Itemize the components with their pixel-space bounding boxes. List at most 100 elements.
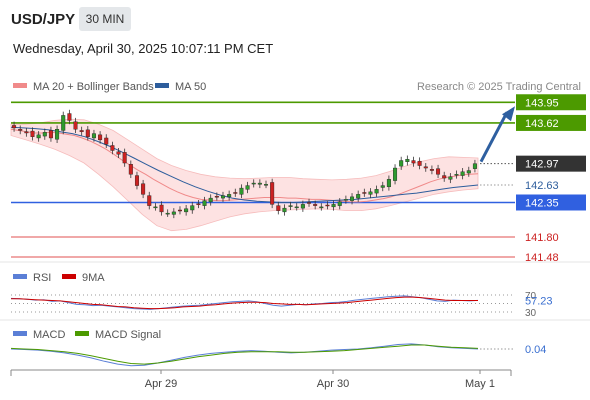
candle-body (429, 169, 434, 171)
candle-body (276, 205, 281, 211)
candle-body (147, 195, 152, 206)
candle-body (165, 212, 170, 215)
candle-body (141, 183, 146, 195)
candle-body (220, 195, 225, 199)
candle-body (466, 170, 471, 174)
candle-body (423, 166, 428, 169)
candle-body (122, 152, 127, 164)
timestamp: Wednesday, April 30, 2025 10:07:11 PM CE… (13, 41, 274, 56)
currency-pair-title: USD/JPY (11, 11, 76, 28)
chart-header: USD/JPY 30 MIN Wednesday, April 30, 2025… (0, 0, 590, 75)
price-labels: 143.95 143.62 142.35 141.80 141.48 142.97 142.… (480, 94, 586, 264)
candle-body (227, 194, 232, 198)
candle-body (325, 204, 330, 207)
rsi-tick-label: 70 (525, 291, 537, 302)
candle-body (128, 164, 133, 175)
candle-body (448, 176, 453, 180)
level-label: 143.95 (525, 97, 559, 109)
level-label: 142.35 (525, 197, 559, 209)
ma50-legend-swatch (155, 83, 169, 88)
candle-body (55, 128, 60, 140)
credit-text: Research © 2025 Trading Central (417, 81, 581, 93)
candle-body (30, 130, 35, 137)
candle-body (405, 159, 410, 162)
candle-body (85, 129, 90, 137)
rsi-legend-swatch (13, 274, 27, 279)
candle-body (337, 201, 342, 206)
level-label: 141.48 (525, 252, 559, 264)
candle-body (104, 137, 109, 145)
candle-body (436, 168, 441, 175)
candle-body (196, 203, 201, 205)
candle-body (24, 131, 29, 134)
candle-body (245, 185, 250, 190)
timeframe-badge[interactable]: 30 MIN (79, 7, 131, 31)
price-levels (11, 101, 515, 258)
macd-signal-legend-label: MACD Signal (95, 329, 161, 341)
candle-body (110, 145, 115, 151)
candle-body (288, 205, 293, 207)
candle-body (362, 192, 367, 194)
candle-body (134, 175, 139, 186)
macd-signal-legend-swatch (75, 331, 89, 336)
candle-body (411, 160, 416, 164)
candle-body (307, 202, 312, 204)
candle-body (239, 187, 244, 195)
candle-body (343, 199, 348, 201)
macd-legend-swatch (13, 331, 27, 336)
candle-body (18, 128, 23, 131)
candle-body (251, 182, 256, 185)
ma50-line (10, 126, 479, 203)
candle-body (233, 192, 238, 194)
x-tick-label: May 1 (465, 378, 495, 390)
candle-body (12, 125, 17, 129)
ma20-legend-swatch (13, 83, 27, 88)
candle-body (472, 163, 477, 169)
current-price-box (516, 155, 586, 172)
candle-body (159, 204, 164, 213)
macd-value-label: 0.04 (525, 344, 546, 356)
ma20-line (10, 128, 479, 203)
level-label-box (516, 194, 586, 211)
current-price-label: 142.97 (525, 159, 559, 171)
candlesticks (12, 109, 477, 219)
macd-signal-line (10, 344, 479, 365)
candle-body (460, 171, 465, 176)
level-label-box (516, 114, 586, 131)
rsi-legend-label: RSI (33, 272, 51, 284)
candle-body (61, 115, 66, 131)
rsi-ma-legend-label: 9MA (82, 272, 105, 284)
candle-body (171, 211, 176, 215)
x-tick-label: Apr 30 (317, 378, 349, 390)
rsi-value-label: 57.23 (525, 295, 553, 307)
candle-body (36, 134, 41, 139)
candle-body (264, 184, 269, 186)
candle-body (442, 175, 447, 179)
ma50-legend-label: MA 50 (175, 81, 206, 93)
candle-body (386, 179, 391, 188)
candle-body (454, 174, 459, 176)
macd-legend-label: MACD (33, 329, 65, 341)
x-tick-label: Apr 29 (145, 378, 177, 390)
candle-body (91, 133, 96, 139)
candle-body (313, 204, 318, 206)
rsi-line (10, 295, 479, 310)
rsi-ma-legend-swatch (62, 274, 76, 279)
forecast-arrow-head (502, 106, 515, 122)
candle-body (380, 185, 385, 188)
candle-body (294, 206, 299, 209)
candle-body (214, 196, 219, 198)
candle-body (257, 182, 262, 185)
candle-body (190, 205, 195, 211)
candle-body (208, 197, 213, 203)
candle-body (270, 182, 275, 205)
candle-body (300, 204, 305, 209)
candle-body (79, 130, 84, 132)
candle-body (399, 160, 404, 167)
candle-body (350, 196, 355, 201)
macd-line (10, 343, 479, 367)
candle-body (319, 206, 324, 209)
candle-body (153, 206, 158, 209)
level-label-box (516, 94, 586, 111)
candle-body (368, 191, 373, 195)
